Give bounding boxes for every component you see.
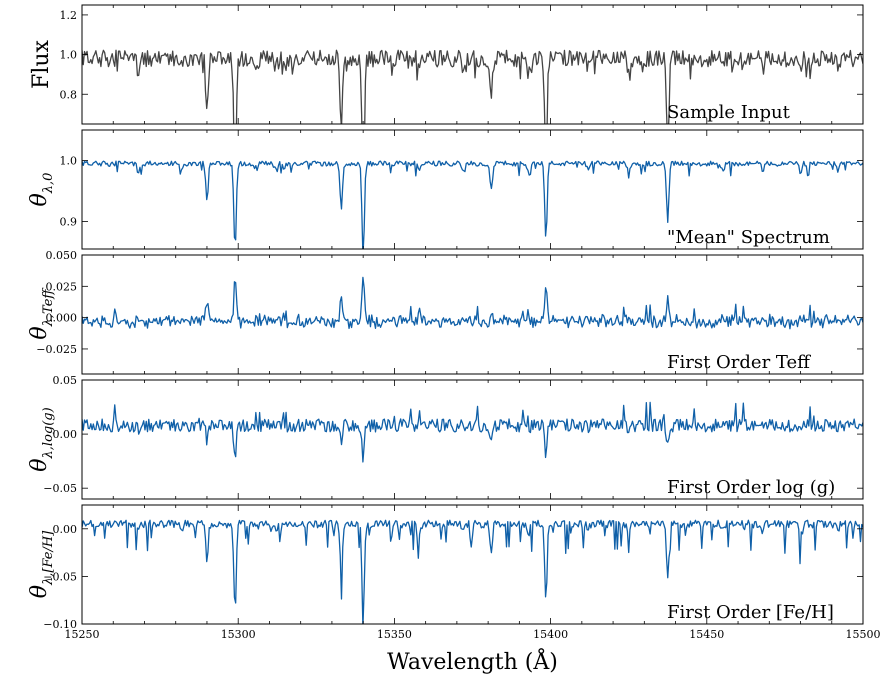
panel-4: −0.05 0.00 0.05 θλ,log(g) First Order log (g… <box>27 374 864 500</box>
panel-5: −0.10 −0.05 0.00 15250 15300 15350 15400 15450 1… <box>27 504 881 641</box>
series-line-panel-5 <box>82 519 863 624</box>
y-tick-label: 0.000 <box>46 312 78 325</box>
y-axis-label-sub: λ,Teff <box>41 287 56 328</box>
panel-annotation: First Order [Fe/H] <box>667 602 834 623</box>
x-axis-label: Wavelength (Å) <box>387 647 558 675</box>
y-axis-label-sub: λ,log(g) <box>41 407 56 459</box>
y-tick-label: 1.0 <box>60 49 78 62</box>
panel-1: 0.8 1.0 1.2 Flux Sample Input <box>29 4 864 125</box>
x-tick-label: 15400 <box>533 628 568 641</box>
y-axis-label-main: Flux <box>29 39 54 88</box>
x-tick-label: 15300 <box>221 628 256 641</box>
y-axis-label: θλ,log(g) <box>27 407 56 471</box>
y-axis-label-main: θ <box>27 585 52 598</box>
y-axis-label: Flux <box>29 39 54 88</box>
panel-annotation: "Mean" Spectrum <box>667 227 830 248</box>
y-axis-label-sub: λ,[Fe/H] <box>41 530 56 586</box>
y-tick-label: 0.00 <box>53 428 78 441</box>
y-tick-label: 0.05 <box>53 374 78 387</box>
panel-frame <box>81 254 864 375</box>
y-axis-label-sub: λ,0 <box>41 173 56 195</box>
panel-2: 0.9 1.0 θλ,0 "Mean" Spectrum <box>27 129 864 250</box>
y-tick-label: −0.05 <box>43 482 77 495</box>
panel-annotation: First Order Teff <box>667 352 811 373</box>
panel-frame <box>81 379 864 500</box>
y-tick-label: 0.9 <box>60 216 78 229</box>
panel-annotation: First Order log (g) <box>667 477 835 498</box>
series-line-panel-4 <box>82 401 863 463</box>
y-tick-label: 1.0 <box>60 155 78 168</box>
y-tick-label: 0.050 <box>46 249 78 262</box>
series-line-panel-1 <box>82 49 863 124</box>
y-axis-label: θλ,[Fe/H] <box>27 530 56 598</box>
series-line-panel-3 <box>82 276 863 330</box>
panel-annotation: Sample Input <box>667 102 791 123</box>
y-axis-label-main: θ <box>27 326 52 339</box>
panel-frame <box>81 4 864 125</box>
series-line-panel-2 <box>82 160 863 249</box>
y-axis-label: θλ,0 <box>27 173 56 207</box>
panel-frame <box>81 129 864 250</box>
panel-3: −0.025 0.000 0.025 0.050 θλ,Teff First Order … <box>27 249 864 375</box>
x-tick-label: 15350 <box>377 628 412 641</box>
y-axis-label-main: θ <box>27 458 52 471</box>
y-tick-label: 0.8 <box>60 88 78 101</box>
x-tick-label: 15450 <box>689 628 724 641</box>
y-tick-label: −0.05 <box>43 570 77 583</box>
y-tick-label: 1.2 <box>60 9 78 22</box>
x-tick-label: 15250 <box>65 628 100 641</box>
y-tick-label: −0.10 <box>43 618 77 631</box>
y-tick-label: 0.025 <box>46 280 78 293</box>
panel-frame <box>81 504 864 625</box>
y-axis-label-main: θ <box>27 193 52 206</box>
y-tick-label: −0.025 <box>36 343 77 356</box>
x-tick-label: 15500 <box>846 628 881 641</box>
y-tick-label: 0.00 <box>53 523 78 536</box>
y-axis-label: θλ,Teff <box>27 287 56 340</box>
